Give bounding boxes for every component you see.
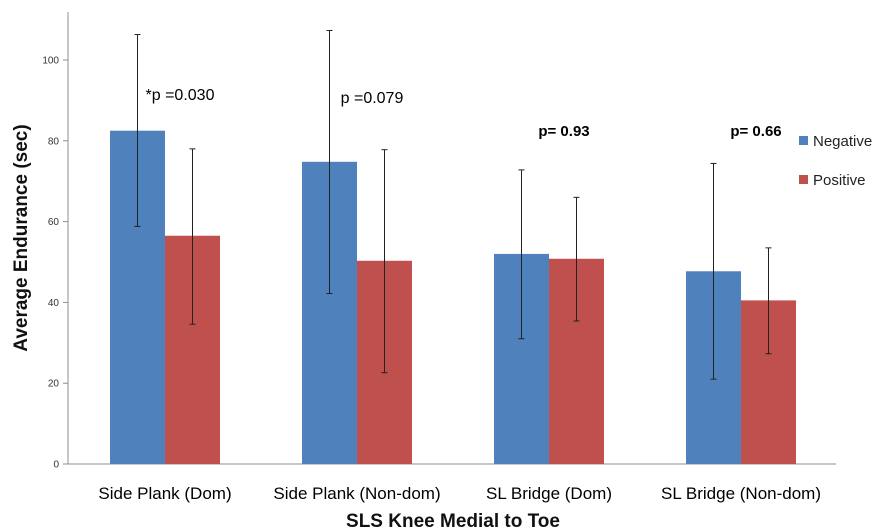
p-value-label: *p =0.030 <box>146 87 215 104</box>
p-value-label: p= 0.93 <box>538 123 589 140</box>
y-axis-title: Average Endurance (sec) <box>11 124 32 351</box>
p-value-label: p= 0.66 <box>730 123 781 140</box>
category-label: SL Bridge (Non-dom) <box>661 484 821 503</box>
y-tick-label: 60 <box>48 217 60 228</box>
p-value-annotations: *p =0.030 p =0.079 p= 0.93 p= 0.66 <box>146 87 782 140</box>
y-tick-label: 100 <box>42 56 59 67</box>
legend-label-positive: Positive <box>813 172 866 189</box>
x-axis-title: SLS Knee Medial to Toe <box>346 511 560 531</box>
legend-swatch-negative <box>799 136 808 145</box>
y-ticks: 0 20 40 60 80 100 <box>42 56 68 471</box>
bars <box>110 130 796 465</box>
error-bars <box>134 30 772 380</box>
legend: Negative Positive <box>799 133 872 189</box>
legend-label-negative: Negative <box>813 133 872 150</box>
y-tick-label: 40 <box>48 298 60 309</box>
y-tick-label: 20 <box>48 379 60 390</box>
category-label: Side Plank (Dom) <box>98 484 231 503</box>
p-value-label: p =0.079 <box>341 90 404 107</box>
y-tick-label: 80 <box>48 136 60 147</box>
category-labels: Side Plank (Dom) Side Plank (Non-dom) SL B… <box>98 484 821 503</box>
category-label: SL Bridge (Dom) <box>486 484 612 503</box>
category-label: Side Plank (Non-dom) <box>273 484 440 503</box>
y-tick-label: 0 <box>53 460 59 471</box>
legend-swatch-positive <box>799 175 808 184</box>
